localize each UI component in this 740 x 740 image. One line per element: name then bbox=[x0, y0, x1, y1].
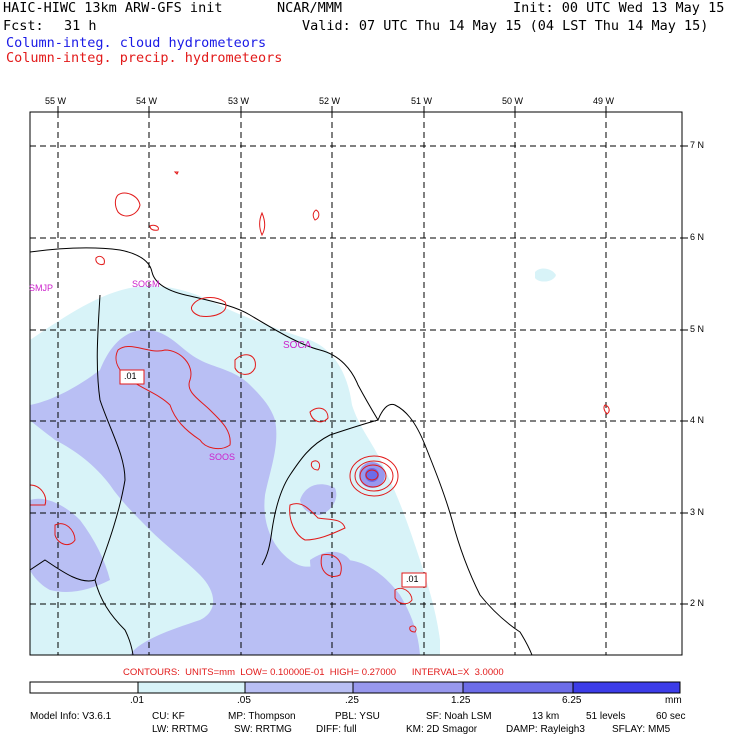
footer-pbl: PBL: YSU bbox=[335, 711, 380, 722]
lat-lon-grid bbox=[30, 112, 682, 655]
contour-label-box bbox=[401, 572, 427, 588]
init-time: Init: 00 UTC Wed 13 May 15 bbox=[513, 0, 725, 16]
lon-label: 49 W bbox=[593, 96, 615, 106]
valid-time: Valid: 07 UTC Thu 14 May 15 (04 LST Thu … bbox=[302, 18, 709, 34]
footer-timestep: 60 sec bbox=[656, 711, 686, 722]
footer-diff: DIFF: full bbox=[316, 724, 357, 735]
footer-cu: CU: KF bbox=[152, 711, 185, 722]
lat-label: 6 N bbox=[690, 232, 705, 242]
footer-km: KM: 2D Smagor bbox=[406, 724, 478, 735]
lon-label: 52 W bbox=[319, 96, 341, 106]
precip-contours bbox=[30, 171, 610, 633]
footer-damp: DAMP: Rayleigh3 bbox=[506, 724, 585, 735]
lat-label: 5 N bbox=[690, 324, 705, 334]
forecast-label: Fcst: bbox=[3, 18, 44, 34]
footer-sflay: SFLAY: MM5 bbox=[612, 724, 671, 735]
colorbar-unit: mm bbox=[665, 695, 682, 706]
contour-label-box bbox=[119, 369, 145, 385]
lat-label: 3 N bbox=[690, 507, 705, 517]
lon-label: 51 W bbox=[411, 96, 433, 106]
colorbar-tick: .01 bbox=[130, 695, 144, 706]
footer-sf: SF: Noah LSM bbox=[426, 711, 492, 722]
colorbar-tick: .25 bbox=[345, 695, 359, 706]
footer-resolution: 13 km bbox=[532, 711, 560, 722]
contour-label: .01 bbox=[124, 371, 137, 381]
legend-cloud: Column-integ. cloud hydrometeors bbox=[6, 35, 267, 51]
colorbar-tick: 6.25 bbox=[562, 695, 582, 706]
lat-label: 2 N bbox=[690, 598, 705, 608]
footer-levels: 51 levels bbox=[586, 711, 626, 722]
legend-precip: Column-integ. precip. hydrometeors bbox=[6, 50, 283, 66]
footer-sw: SW: RRTMG bbox=[234, 724, 292, 735]
colorbar-tick: .05 bbox=[237, 695, 251, 706]
footer-model-info: Model Info: V3.6.1 bbox=[30, 711, 112, 722]
footer-lw: LW: RRTMG bbox=[152, 724, 209, 735]
org-label: NCAR/MMM bbox=[277, 0, 343, 16]
model-title: HAIC-HIWC 13km ARW-GFS init bbox=[3, 0, 223, 16]
lon-label: 53 W bbox=[228, 96, 250, 106]
colorbar bbox=[29, 681, 681, 694]
cloud-shading bbox=[30, 268, 556, 655]
station-label: SOOS bbox=[209, 452, 236, 462]
contour-info: CONTOURS: UNITS=mm LOW= 0.10000E-01 HIGH… bbox=[123, 667, 504, 678]
coastline bbox=[30, 247, 533, 655]
footer-mp: MP: Thompson bbox=[228, 711, 296, 722]
lon-label: 50 W bbox=[502, 96, 524, 106]
lon-label: 55 W bbox=[45, 96, 67, 106]
station-label: SMJP bbox=[29, 283, 54, 293]
contour-label: .01 bbox=[406, 574, 419, 584]
frame-ticks bbox=[57, 106, 688, 605]
map-frame bbox=[29, 111, 683, 656]
colorbar-tick: 1.25 bbox=[451, 695, 471, 706]
station-label: SOCA bbox=[283, 340, 312, 351]
lat-label: 7 N bbox=[690, 140, 705, 150]
lat-label: 4 N bbox=[690, 415, 705, 425]
forecast-hours: 31 h bbox=[64, 18, 97, 34]
lon-label: 54 W bbox=[136, 96, 158, 106]
station-label: SOGM bbox=[132, 279, 160, 289]
